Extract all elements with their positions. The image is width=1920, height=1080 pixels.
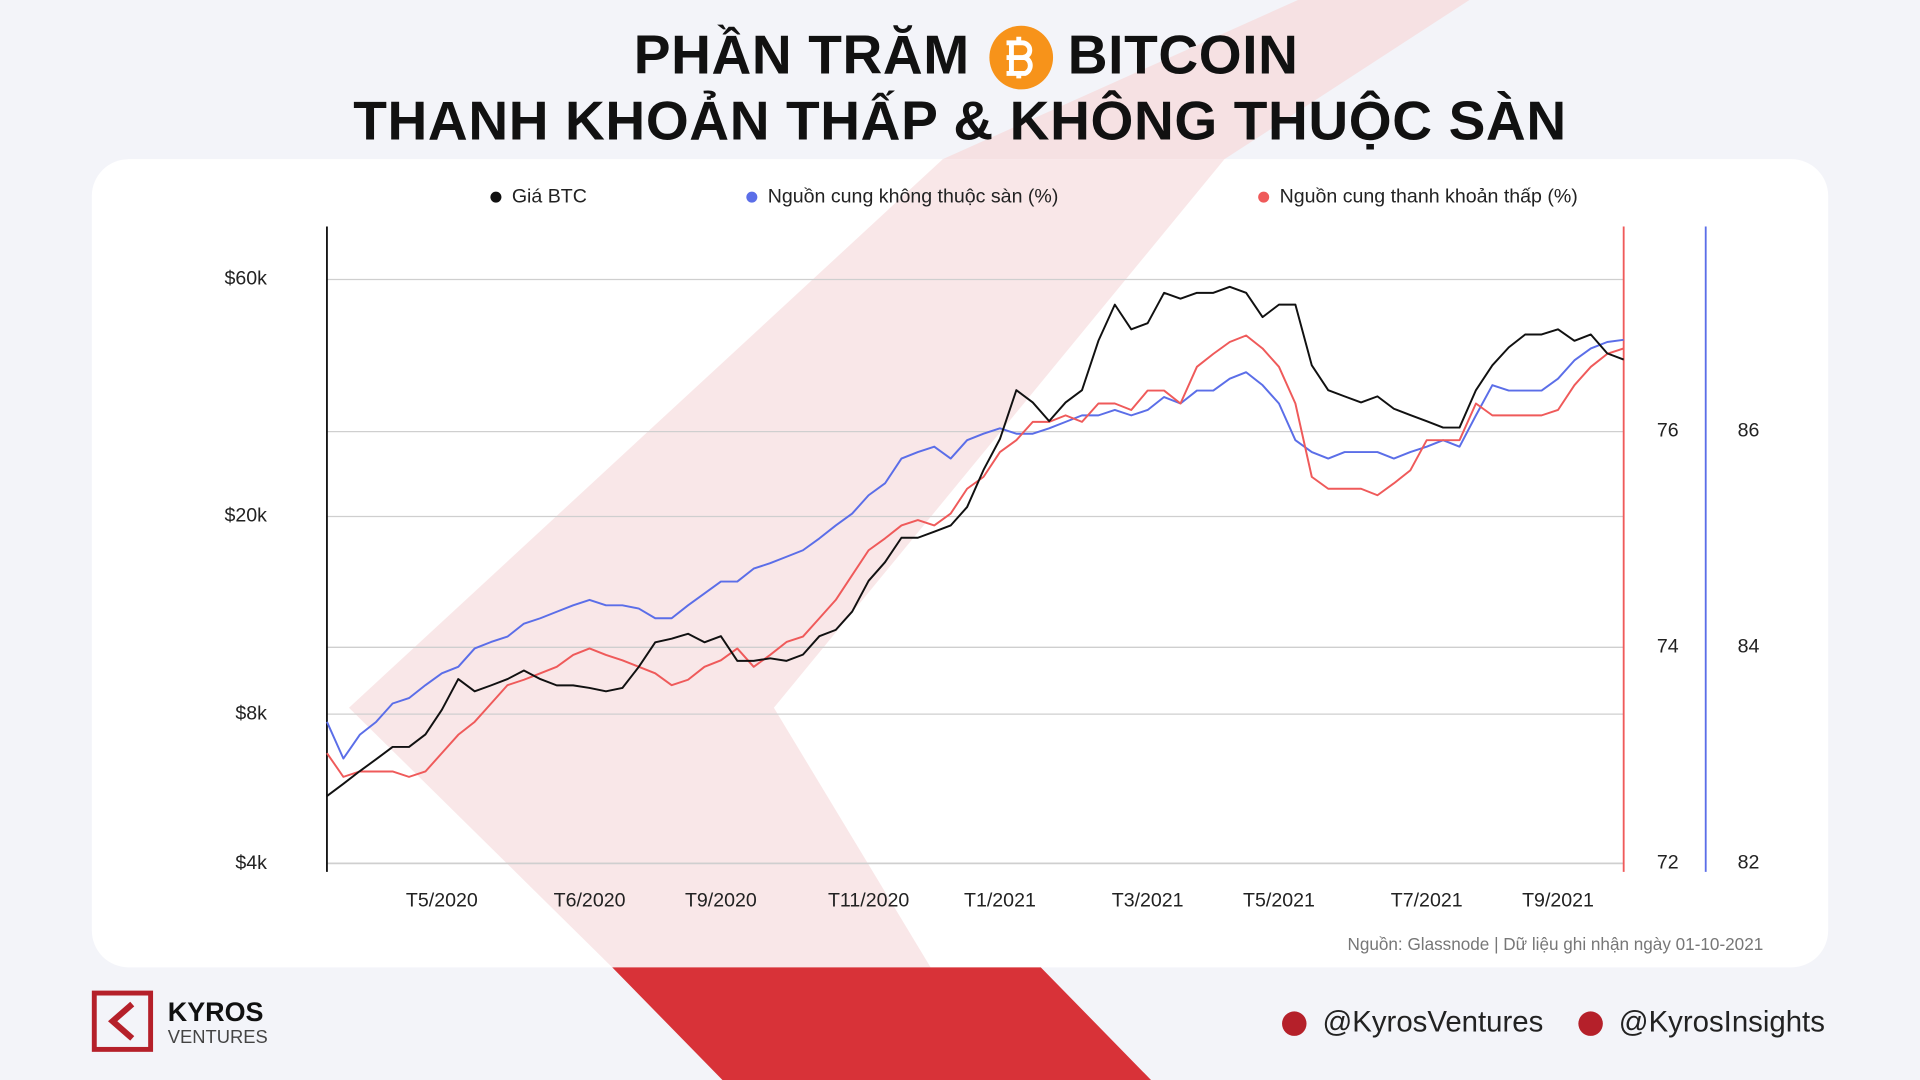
- series-line: [326, 338, 1624, 760]
- y-tick-label: $8k: [235, 702, 267, 724]
- decor-stripe: [942, 0, 1470, 160]
- y3-tick-label: 86: [1738, 420, 1760, 442]
- y3-tick-label: 84: [1738, 636, 1760, 658]
- brand-sub: VENTURES: [168, 1026, 268, 1047]
- legend-label: Nguồn cung thanh khoản thấp (%): [1280, 185, 1578, 207]
- title-line2: THANH KHOẢN THẤP & KHÔNG THUỘC SÀN: [353, 89, 1566, 151]
- telegram-icon: [1578, 1011, 1603, 1036]
- legend-marker: [1258, 191, 1270, 203]
- legend-marker: [490, 191, 502, 203]
- x-tick-label: T5/2020: [406, 889, 478, 911]
- series-line: [326, 334, 1624, 778]
- x-tick-label: T3/2021: [1112, 889, 1184, 911]
- bitcoin-icon: [989, 25, 1054, 90]
- x-tick-label: T6/2020: [554, 889, 626, 911]
- y-tick-label: $60k: [224, 268, 267, 290]
- twitter-handle[interactable]: @KyrosVentures: [1322, 1005, 1543, 1038]
- telegram-handle[interactable]: @KyrosInsights: [1619, 1005, 1825, 1038]
- x-tick-label: T1/2021: [964, 889, 1036, 911]
- y2-tick-label: 72: [1657, 851, 1679, 873]
- x-tick-label: T7/2021: [1391, 889, 1463, 911]
- series-line: [326, 285, 1625, 797]
- y3-tick-label: 82: [1738, 851, 1760, 873]
- y2-tick-label: 76: [1657, 420, 1679, 442]
- legend-label: Nguồn cung không thuộc sàn (%): [768, 185, 1059, 207]
- source-note: Nguồn: Glassnode | Dữ liệu ghi nhận ngày…: [1347, 934, 1763, 954]
- y2-tick-label: 74: [1657, 636, 1679, 658]
- decor-chevron: [348, 159, 1225, 968]
- brand: KYROS: [168, 997, 264, 1027]
- x-tick-label: T11/2020: [828, 889, 909, 911]
- logo: [91, 990, 154, 1052]
- x-tick-label: T9/2020: [685, 889, 757, 911]
- twitter-icon: [1282, 1011, 1307, 1036]
- legend-label: Giá BTC: [512, 185, 587, 207]
- plot-area: $4k $8k $20k $60k 72 74 76 82 84 86 T5/2020 T6/2020…: [224, 185, 1759, 911]
- decor-red-band: [612, 967, 1152, 1080]
- y-tick-label: $4k: [235, 852, 267, 874]
- y-tick-label: $20k: [224, 505, 267, 527]
- x-tick-label: T9/2021: [1522, 889, 1594, 911]
- legend-marker: [746, 191, 758, 203]
- x-tick-label: T5/2021: [1243, 889, 1315, 911]
- title-line1-start: PHẦN TRĂM: [634, 23, 970, 85]
- chart-card: [91, 159, 1829, 968]
- title-line1-end: BITCOIN: [1068, 23, 1299, 85]
